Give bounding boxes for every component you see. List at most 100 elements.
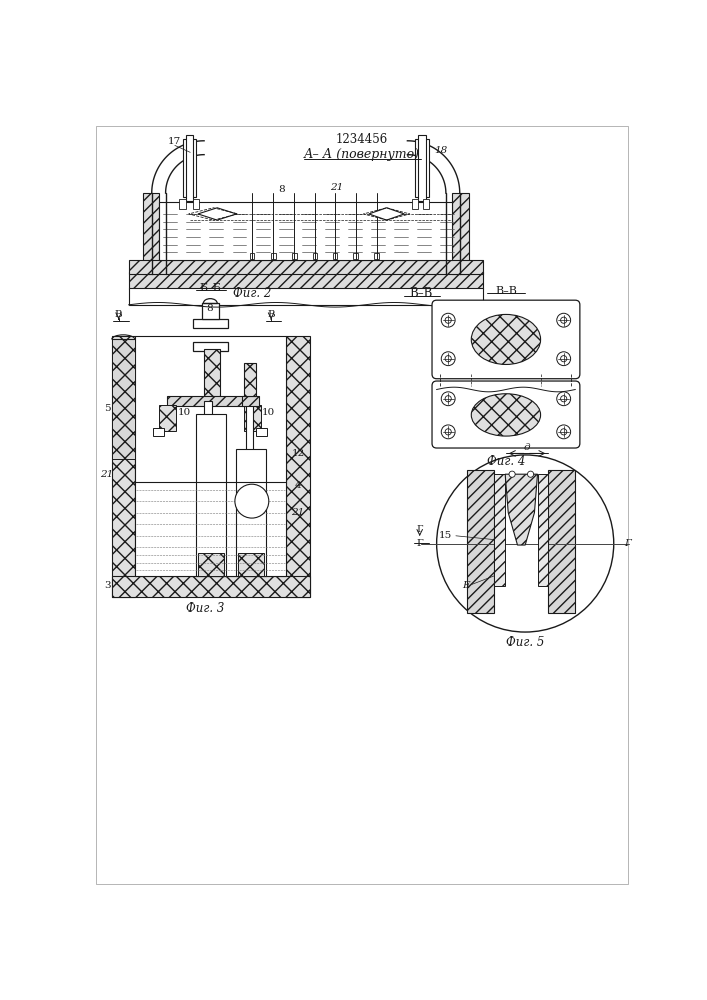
Bar [494, 474, 506, 586]
Text: 4: 4 [295, 481, 301, 490]
FancyBboxPatch shape [432, 381, 580, 448]
Text: E: E [462, 581, 469, 590]
Polygon shape [506, 474, 537, 545]
Text: д: д [523, 443, 530, 452]
Bar [112, 339, 135, 459]
Text: 10: 10 [177, 408, 191, 417]
Bar [204, 349, 219, 397]
Bar [192, 342, 228, 351]
Circle shape [557, 392, 571, 406]
Bar [236, 449, 266, 576]
Bar [423, 199, 429, 209]
Bar [537, 474, 549, 586]
Bar [354, 253, 358, 259]
Bar [129, 260, 483, 274]
Text: В–В: В–В [409, 287, 433, 300]
Bar [129, 272, 483, 289]
Circle shape [445, 396, 451, 402]
Circle shape [557, 352, 571, 366]
Bar [271, 253, 276, 259]
Bar [204, 401, 212, 551]
Text: 12: 12 [291, 449, 305, 458]
Circle shape [561, 396, 567, 402]
Text: 15: 15 [439, 531, 452, 540]
Bar [192, 319, 228, 328]
Bar [312, 253, 317, 259]
Bar [333, 253, 337, 259]
Circle shape [445, 429, 451, 435]
Text: 3: 3 [104, 581, 110, 590]
Bar [244, 405, 261, 431]
Bar [180, 199, 186, 209]
Bar [193, 199, 199, 209]
Circle shape [561, 429, 567, 435]
Bar [186, 135, 193, 201]
Bar [292, 253, 296, 259]
Bar [242, 396, 259, 406]
Bar [418, 135, 426, 201]
Bar [153, 428, 164, 436]
Circle shape [561, 317, 567, 323]
Circle shape [557, 313, 571, 327]
Bar [467, 470, 494, 613]
Circle shape [437, 455, 614, 632]
Circle shape [509, 471, 515, 477]
Text: 8: 8 [278, 185, 284, 194]
Bar [112, 336, 135, 597]
Text: 21: 21 [330, 183, 343, 192]
Circle shape [561, 356, 567, 362]
Circle shape [441, 352, 455, 366]
Bar [549, 470, 575, 613]
Text: А– А (повернуто): А– А (повернуто) [304, 148, 420, 161]
Text: 5: 5 [104, 404, 110, 413]
Bar [415, 139, 429, 197]
Bar [412, 199, 418, 209]
Bar [452, 193, 469, 274]
Bar [160, 405, 176, 431]
Bar [246, 401, 253, 513]
Circle shape [527, 471, 534, 477]
Text: Г: Г [624, 539, 631, 548]
Polygon shape [198, 208, 236, 220]
Bar [374, 253, 379, 259]
Circle shape [441, 392, 455, 406]
Text: 18: 18 [435, 146, 448, 155]
Bar [167, 396, 253, 406]
Text: Б–Б: Б–Б [199, 283, 221, 293]
Bar [244, 363, 257, 396]
Text: 17: 17 [168, 137, 182, 146]
Polygon shape [204, 551, 212, 570]
Bar [257, 428, 267, 436]
Text: В: В [115, 310, 122, 319]
Bar [198, 553, 224, 576]
Bar [201, 303, 218, 319]
Circle shape [445, 317, 451, 323]
Bar [250, 253, 254, 259]
Bar [160, 202, 452, 260]
Bar [238, 553, 264, 576]
Text: Фиг. 4: Фиг. 4 [486, 455, 525, 468]
Text: 21: 21 [100, 470, 114, 479]
Text: 10: 10 [262, 408, 276, 417]
Circle shape [235, 484, 269, 518]
Bar [143, 193, 160, 274]
Text: 1234456: 1234456 [336, 133, 388, 146]
Text: 21: 21 [291, 508, 305, 517]
Circle shape [441, 313, 455, 327]
Circle shape [445, 356, 451, 362]
Polygon shape [369, 208, 404, 220]
Bar [182, 139, 197, 197]
FancyBboxPatch shape [432, 300, 580, 379]
Polygon shape [246, 513, 253, 532]
Text: Фиг. 2: Фиг. 2 [233, 287, 271, 300]
Text: В: В [267, 310, 275, 319]
Text: 8: 8 [206, 304, 213, 313]
Text: Фиг. 5: Фиг. 5 [506, 636, 544, 649]
Text: Г: Г [416, 539, 423, 548]
Text: В–В: В–В [495, 286, 517, 296]
Bar [129, 288, 483, 305]
Text: Г: Г [416, 525, 423, 534]
Ellipse shape [472, 394, 541, 436]
Text: Фиг. 3: Фиг. 3 [187, 602, 225, 615]
Bar [286, 336, 310, 597]
